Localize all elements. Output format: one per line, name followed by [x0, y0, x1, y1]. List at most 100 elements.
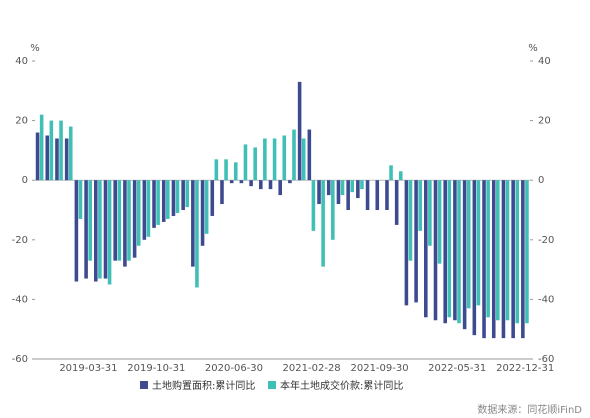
bar [272, 138, 277, 181]
bar [288, 180, 292, 184]
bar [307, 129, 312, 181]
bar [447, 180, 452, 318]
bar [195, 180, 199, 288]
bar [375, 180, 380, 210]
legend-label: 土地购置面积:累计同比 [152, 379, 255, 392]
bar [107, 180, 112, 285]
y-tick-label: 20 [15, 116, 28, 127]
x-tick-label: 2019-03-31 [59, 363, 117, 374]
bar [317, 180, 321, 205]
x-tick-label: 2021-02-28 [283, 363, 341, 374]
bar [278, 180, 282, 196]
bar [457, 180, 461, 324]
bar [103, 180, 108, 279]
bar [301, 138, 306, 181]
bar [74, 180, 79, 282]
bar [132, 180, 137, 258]
bar [98, 180, 102, 279]
y2-unit: % [528, 43, 538, 54]
bar [243, 144, 248, 181]
bar [94, 180, 98, 282]
bar [424, 180, 428, 318]
bar [78, 180, 83, 219]
bar [210, 180, 215, 216]
x-tick-label: 2022-12-31 [496, 363, 554, 374]
bar [491, 180, 496, 339]
bar [476, 180, 481, 306]
bar [501, 180, 506, 339]
bar [443, 180, 447, 324]
bar [505, 180, 510, 321]
bar [462, 180, 467, 330]
bar [181, 180, 185, 210]
bar [326, 180, 331, 196]
y-tick-label: 0 [22, 175, 28, 186]
bar [49, 120, 54, 181]
bar [152, 180, 156, 228]
bar [224, 159, 228, 181]
bar [311, 180, 316, 231]
bar [175, 180, 180, 213]
y-tick-label: -40 [12, 294, 28, 305]
bar [472, 180, 477, 336]
bar [433, 180, 438, 321]
bar [229, 180, 234, 184]
bar [360, 180, 364, 190]
y2-tick-label: -40 [538, 294, 554, 305]
bar [408, 180, 413, 261]
y2-tick-label: 20 [538, 116, 551, 127]
bar [200, 180, 205, 246]
bar [259, 180, 263, 190]
bar [45, 135, 50, 181]
legend-swatch [140, 381, 148, 389]
bar [486, 180, 490, 318]
bar [185, 180, 190, 208]
bar [39, 114, 44, 181]
bar [365, 180, 370, 210]
bar [336, 180, 341, 205]
y-unit: % [30, 43, 40, 54]
bar [282, 135, 287, 181]
bar [55, 138, 59, 181]
y2-tick-label: -20 [538, 235, 554, 246]
y-tick-label: -20 [12, 235, 28, 246]
y-tick-label: -60 [12, 354, 28, 365]
bar [515, 180, 520, 324]
bar [146, 180, 151, 237]
bar [521, 180, 525, 339]
bar [142, 180, 147, 240]
bar [389, 165, 393, 181]
x-tick-label: 2021-09-30 [350, 363, 408, 374]
y2-tick-label: 0 [538, 175, 544, 186]
bar [398, 171, 403, 181]
legend-swatch [268, 381, 276, 389]
bar [466, 180, 471, 309]
bar [437, 180, 442, 264]
bar [64, 138, 69, 181]
bar [161, 180, 166, 222]
bar [35, 132, 40, 181]
bar [428, 180, 432, 246]
bar [346, 180, 350, 210]
bar [123, 180, 127, 267]
bar [525, 180, 529, 324]
bar [385, 180, 389, 210]
bar [220, 180, 224, 205]
bar [511, 180, 515, 339]
y2-tick-label: 40 [538, 56, 551, 67]
bar [204, 180, 209, 234]
bar [356, 180, 360, 199]
y2-tick-label: -60 [538, 354, 554, 365]
bar [59, 120, 63, 181]
bar [394, 180, 399, 225]
bar [127, 180, 131, 261]
x-tick-label: 2020-06-30 [205, 363, 263, 374]
bar [68, 126, 73, 181]
bar [113, 180, 117, 261]
bar [88, 180, 92, 261]
source: 数据来源：同花顺iFinD [477, 403, 582, 416]
bar [136, 180, 141, 246]
x-tick-label: 2019-10-31 [127, 363, 185, 374]
bar [156, 180, 160, 225]
